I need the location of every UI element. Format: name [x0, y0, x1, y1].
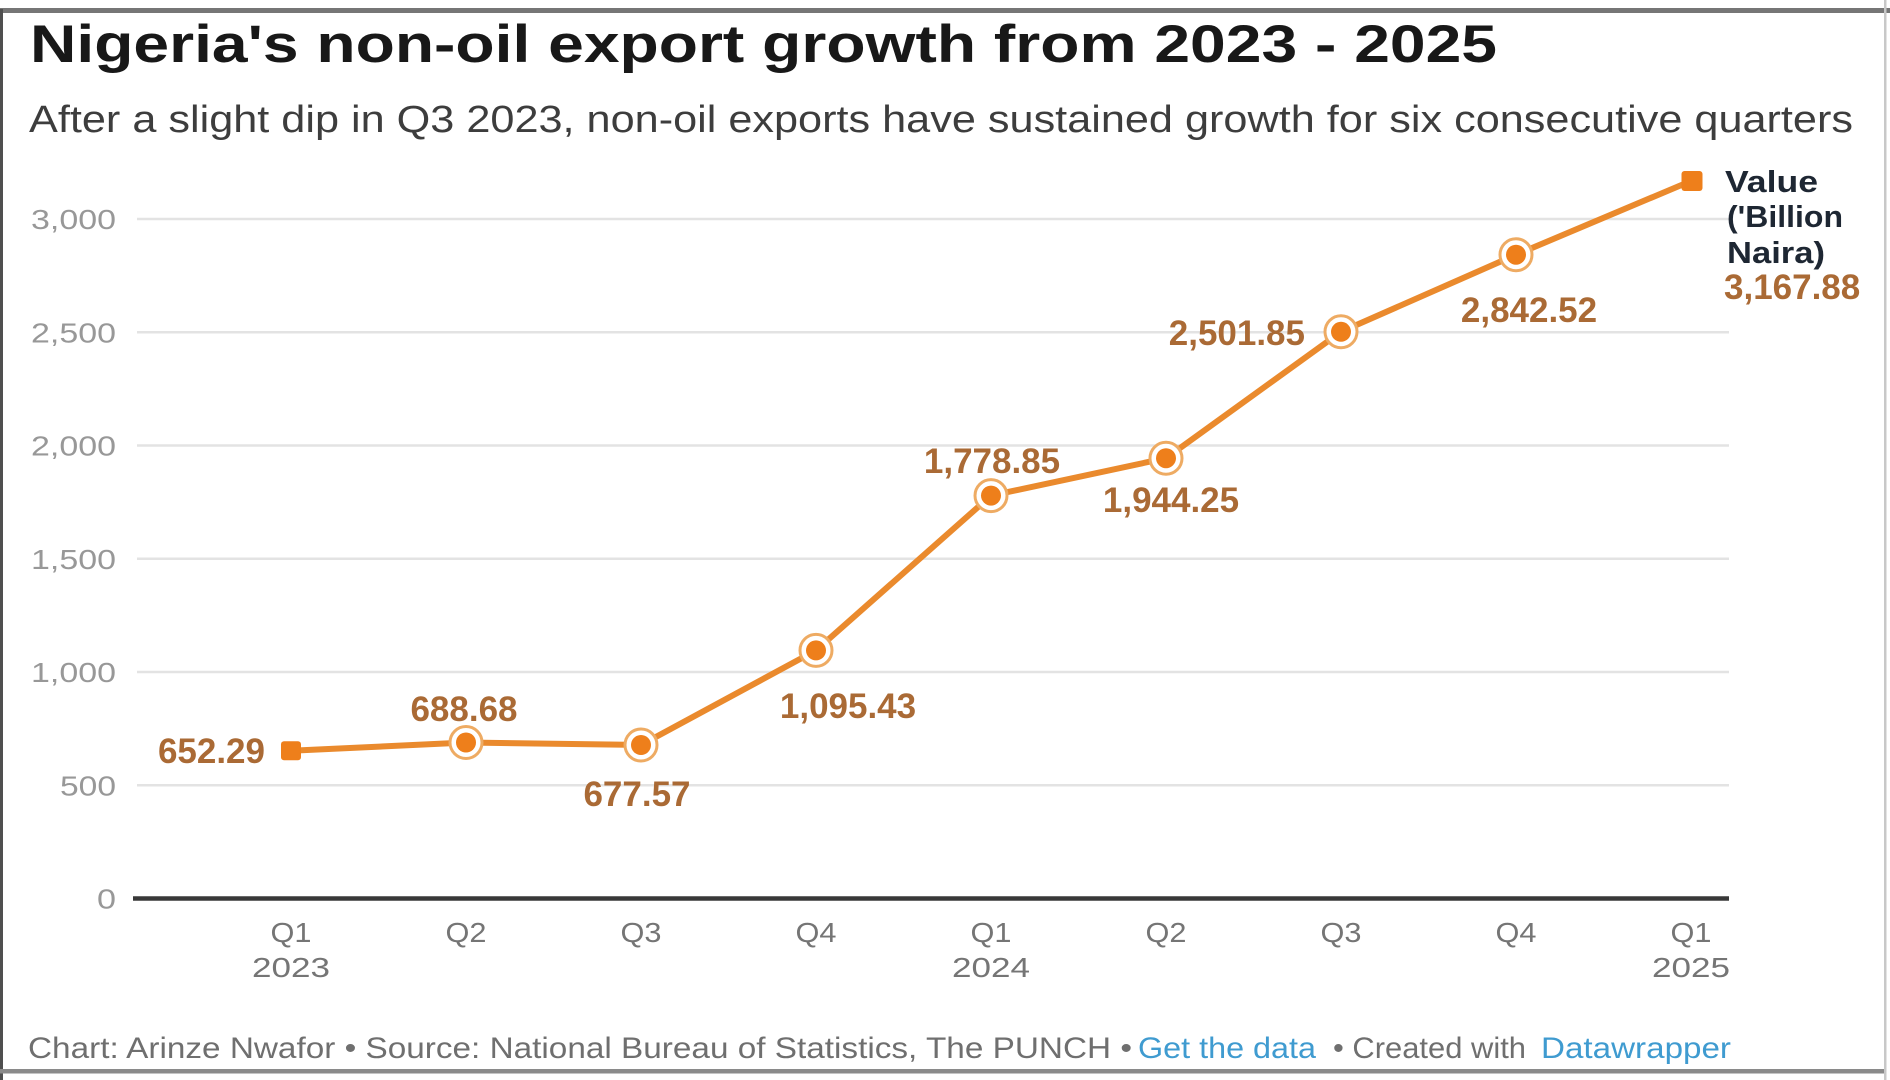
svg-text:Q2: Q2: [1146, 917, 1187, 948]
svg-text:Get the data: Get the data: [1138, 1032, 1316, 1065]
svg-text:Q1: Q1: [1671, 917, 1712, 948]
svg-text:677.57: 677.57: [583, 775, 690, 814]
svg-text:3,000: 3,000: [31, 204, 116, 235]
svg-text:2,500: 2,500: [31, 318, 116, 349]
svg-text:Q3: Q3: [621, 917, 662, 948]
svg-text:Q4: Q4: [796, 917, 837, 948]
svg-text:2,501.85: 2,501.85: [1169, 314, 1305, 353]
svg-text:Nigeria's non-oil export growt: Nigeria's non-oil export growth from 202…: [30, 15, 1497, 74]
svg-text:Q1: Q1: [971, 917, 1012, 948]
svg-text:After a slight dip in Q3 2023,: After a slight dip in Q3 2023, non-oil e…: [29, 99, 1853, 141]
svg-text:1,778.85: 1,778.85: [924, 442, 1060, 481]
svg-text:2,000: 2,000: [31, 431, 116, 462]
svg-text:Datawrapper: Datawrapper: [1541, 1032, 1731, 1065]
svg-text:Chart: Arinze Nwafor • Source:: Chart: Arinze Nwafor • Source: National …: [28, 1032, 1132, 1065]
svg-text:2025: 2025: [1652, 952, 1730, 983]
svg-text:2023: 2023: [252, 952, 330, 983]
svg-text:Q4: Q4: [1496, 917, 1537, 948]
svg-text:Value: Value: [1725, 164, 1818, 199]
svg-text:2,842.52: 2,842.52: [1461, 291, 1597, 330]
svg-text:Naira): Naira): [1727, 235, 1825, 270]
svg-text:1,000: 1,000: [31, 657, 116, 688]
svg-text:1,944.25: 1,944.25: [1103, 481, 1239, 520]
svg-text:652.29: 652.29: [158, 732, 265, 771]
svg-text:Q1: Q1: [271, 917, 312, 948]
svg-text:0: 0: [97, 884, 116, 915]
svg-text:• Created with: • Created with: [1333, 1032, 1526, 1065]
svg-text:('Billion: ('Billion: [1727, 199, 1843, 234]
svg-text:2024: 2024: [952, 952, 1030, 983]
svg-text:Q2: Q2: [446, 917, 487, 948]
svg-text:1,095.43: 1,095.43: [780, 687, 916, 726]
svg-text:500: 500: [60, 770, 116, 801]
svg-text:688.68: 688.68: [410, 690, 517, 729]
svg-text:1,500: 1,500: [31, 544, 116, 575]
svg-text:3,167.88: 3,167.88: [1724, 268, 1860, 307]
svg-text:Q3: Q3: [1321, 917, 1362, 948]
